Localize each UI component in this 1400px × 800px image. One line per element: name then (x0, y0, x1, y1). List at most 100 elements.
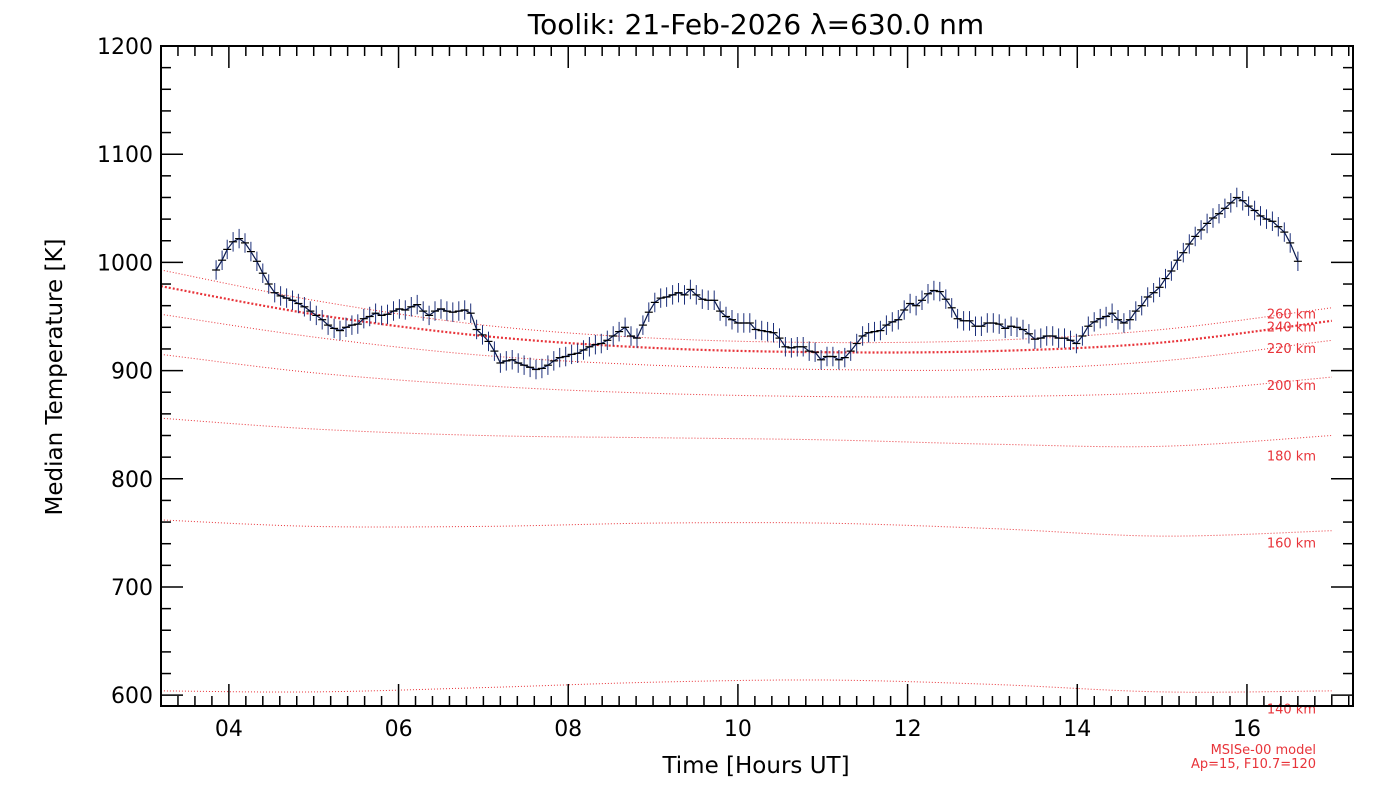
data-point (526, 357, 535, 378)
data-point (442, 301, 451, 321)
data-point (668, 285, 677, 305)
measured-series (212, 187, 1302, 380)
data-point (692, 285, 701, 305)
data-point (757, 320, 766, 341)
y-tick-label: 600 (111, 684, 153, 709)
data-point (1131, 301, 1140, 321)
data-point (828, 346, 837, 367)
data-point (223, 239, 232, 260)
data-point (603, 330, 612, 350)
data-point (621, 317, 630, 337)
data-point (674, 283, 683, 303)
data-point (347, 315, 356, 335)
data-point (1280, 222, 1289, 242)
data-point (252, 251, 261, 271)
data-point (490, 341, 499, 361)
x-tick-label: 04 (215, 717, 243, 742)
data-point (769, 323, 778, 343)
plot-axes: 600 700 800 900 1000 1100 1200 04 06 08 10 12 14 16 (97, 35, 1354, 742)
data-point (615, 321, 624, 342)
data-point (537, 358, 546, 379)
x-tick-label: 14 (1063, 717, 1091, 742)
data-point (1024, 324, 1033, 344)
x-tick-label: 16 (1233, 717, 1261, 742)
data-point (650, 292, 659, 313)
model-curve-260-km (161, 269, 1332, 344)
data-point (1250, 200, 1259, 221)
data-point (212, 260, 221, 280)
data-point (710, 290, 719, 310)
data-point (359, 308, 368, 329)
data-point (656, 288, 665, 308)
data-point (270, 283, 279, 303)
data-point (1084, 316, 1093, 336)
model-curve-180-km (161, 417, 1332, 448)
data-point (894, 310, 903, 330)
data-point (466, 303, 475, 323)
data-point (947, 298, 956, 318)
data-point (995, 314, 1004, 334)
data-point (728, 310, 736, 330)
y-tick-label: 700 (111, 576, 153, 601)
data-point (342, 317, 350, 337)
data-point (1256, 206, 1265, 226)
data-point (1185, 234, 1194, 254)
data-point (1078, 326, 1087, 346)
data-point (407, 297, 416, 317)
data-point (1119, 313, 1128, 333)
data-point (1203, 213, 1212, 234)
data-point (633, 328, 641, 348)
data-point (1226, 193, 1235, 213)
data-point (282, 288, 291, 308)
data-point (882, 315, 891, 335)
data-point (686, 279, 695, 300)
data-point (1001, 318, 1010, 339)
data-point (888, 312, 897, 332)
data-point (300, 297, 309, 317)
data-point (294, 293, 303, 314)
x-tick-label: 12 (894, 717, 922, 742)
data-point (840, 347, 849, 368)
data-point (1161, 268, 1170, 289)
data-point (1066, 330, 1075, 350)
data-point (811, 342, 820, 362)
data-point (1102, 306, 1111, 327)
data-point (591, 334, 600, 355)
data-point (965, 311, 974, 331)
data-point (1036, 328, 1045, 348)
data-point (318, 310, 327, 330)
data-point (781, 337, 790, 357)
data-point (1173, 250, 1182, 270)
model-label-160-km: 160 km (1267, 537, 1316, 552)
data-point (573, 343, 582, 363)
model-footnote-line1: MSISe-00 model (1211, 743, 1316, 758)
model-curve-200-km (161, 353, 1332, 398)
data-point (680, 285, 689, 305)
data-point (1232, 187, 1241, 208)
data-point (900, 300, 909, 320)
data-point (419, 301, 428, 321)
data-point (805, 341, 814, 361)
plot-frame (160, 45, 1354, 707)
data-point (906, 293, 915, 314)
data-point (454, 301, 463, 321)
data-point (567, 344, 576, 365)
data-point (1090, 312, 1099, 332)
data-point (555, 347, 564, 368)
model-label-260-km: 260 km (1267, 308, 1316, 323)
data-point (799, 337, 808, 357)
data-point (989, 313, 998, 333)
data-point (1013, 317, 1021, 337)
data-point (460, 300, 469, 320)
data-point (864, 323, 873, 343)
data-point (929, 280, 938, 301)
data-point (383, 304, 392, 325)
data-point (484, 331, 493, 352)
data-point (638, 315, 647, 335)
data-point (834, 350, 843, 370)
data-point (353, 314, 362, 334)
data-point (336, 320, 344, 341)
data-point (763, 321, 772, 342)
data-point (306, 301, 315, 321)
data-point (1220, 198, 1229, 218)
